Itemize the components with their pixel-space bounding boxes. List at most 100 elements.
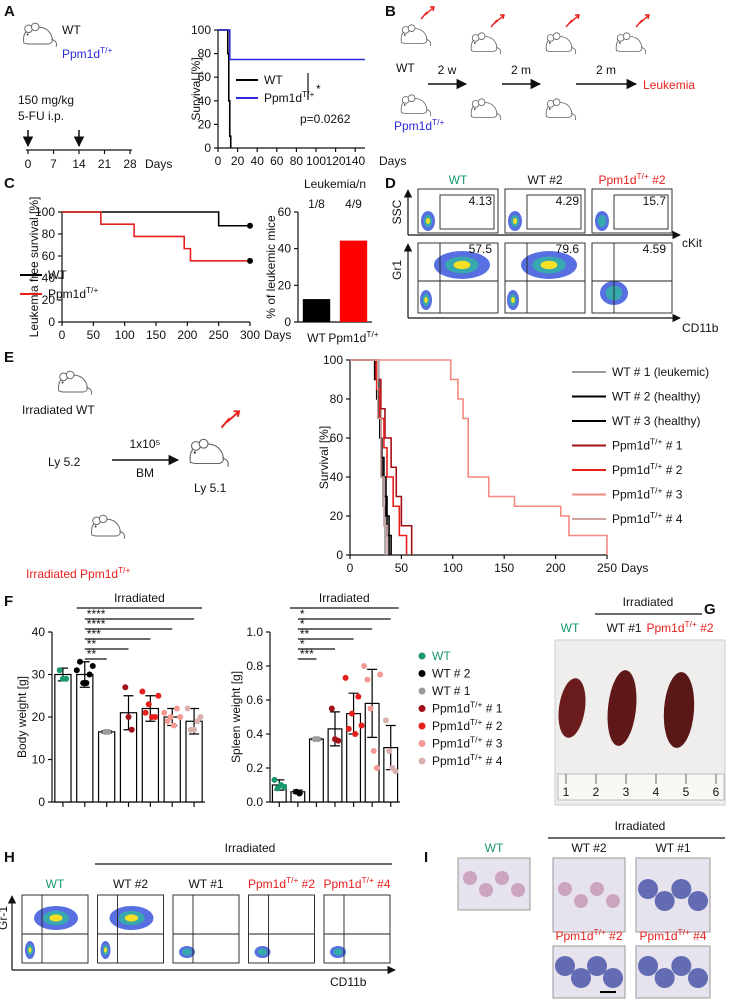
ruler-label: 3 — [623, 785, 630, 799]
column-label: Ppm1dT/+ #2 — [598, 171, 665, 187]
data-point — [386, 748, 393, 754]
legend-label: Ppm1dT/+ # 3 — [432, 735, 503, 751]
significance-label: **** — [87, 617, 106, 631]
legend-label: WT # 2 — [432, 667, 471, 681]
mouse-icon — [189, 438, 229, 468]
axis-label: Gr1 — [390, 260, 404, 280]
marker-label: Ly 5.1 — [194, 481, 227, 495]
y-tick-label: 0.0 — [246, 795, 263, 809]
density-peak — [49, 914, 63, 922]
bar — [302, 299, 331, 322]
survival-curve — [350, 359, 608, 555]
column-label: WT #1 — [655, 841, 690, 855]
marker-label: Ly 5.2 — [48, 455, 81, 469]
gate-percentage: 4.13 — [469, 194, 493, 208]
legend-label: Ppm1dT/+ # 3 — [612, 486, 683, 502]
y-tick-label: 100 — [35, 205, 55, 219]
data-point — [139, 688, 146, 695]
data-point — [370, 748, 377, 754]
value-label: 4/9 — [345, 197, 362, 211]
data-point — [377, 671, 384, 678]
flow-plot — [172, 894, 240, 964]
bar — [141, 707, 160, 803]
gate-percentage: 57.5 — [469, 242, 493, 256]
bar — [97, 731, 116, 803]
chart-title: Leukemia/n — [304, 177, 366, 191]
error-bar — [367, 668, 378, 738]
value-label: 1/8 — [308, 197, 325, 211]
data-point — [167, 714, 174, 720]
data-point — [63, 675, 70, 682]
data-point — [328, 705, 335, 712]
panel-label: I — [424, 849, 428, 866]
mouse-icon — [400, 94, 432, 117]
y-tick-label: 0 — [38, 795, 45, 809]
y-axis-label: Survival [%] — [189, 57, 203, 120]
mouse-icon — [470, 32, 502, 55]
column-label: WT #1 — [606, 621, 641, 635]
legend-label: WT — [264, 73, 283, 87]
group-label: Irradiated — [225, 841, 276, 855]
cell — [606, 894, 620, 908]
data-point — [73, 667, 80, 674]
genotype-label: Ppm1dT/+ — [394, 117, 444, 133]
legend-marker — [418, 687, 426, 695]
data-point — [174, 705, 181, 712]
data-point — [271, 776, 278, 783]
ruler-label: 6 — [713, 785, 720, 799]
y-axis-label: Leukemia free survival [%] — [27, 197, 41, 338]
x-tick-label: 20 — [231, 154, 245, 168]
x-tick-label: 150 — [146, 328, 166, 342]
x-tick-label: 50 — [87, 328, 101, 342]
column-label: WT — [561, 621, 580, 635]
irradiation-icon — [565, 14, 580, 28]
ruler-label: 4 — [653, 785, 660, 799]
x-tick-label: 300 — [240, 328, 260, 342]
legend-label: Ppm1dT/+ # 4 — [612, 510, 683, 526]
x-tick-label: 250 — [597, 561, 617, 575]
x-tick-label: 50 — [395, 561, 409, 575]
legend-label: Ppm1dT/+ — [264, 89, 314, 105]
irradiation-icon — [635, 14, 650, 28]
donor-label: Irradiated Ppm1dT/+ — [26, 565, 131, 581]
data-point — [184, 705, 191, 712]
mouse-icon — [470, 98, 502, 121]
interval-label: 2 m — [596, 63, 616, 77]
panel-h: Irradiated Gr-1 CD11b — [0, 841, 396, 989]
group-label: Irradiated — [319, 591, 370, 605]
y-tick-label: 1.0 — [246, 625, 263, 639]
cell — [671, 956, 692, 976]
gate-percentage: 4.59 — [643, 242, 667, 256]
legend-marker — [418, 740, 426, 747]
y-tick-label: 0.8 — [246, 659, 263, 673]
x-tick-label: 120 — [326, 154, 346, 168]
mouse-icon — [545, 98, 577, 121]
spleen — [607, 670, 637, 746]
irradiation-icon — [420, 6, 435, 20]
data-point — [122, 684, 129, 691]
data-point — [392, 768, 399, 775]
legend-label: WT — [432, 649, 451, 663]
donor-label: Irradiated WT — [22, 403, 95, 417]
bar — [308, 738, 324, 803]
column-label: WT — [46, 877, 65, 891]
legend-label: WT # 1 (leukemic) — [612, 365, 709, 379]
cell — [463, 871, 477, 885]
data-point — [382, 717, 389, 724]
genotype-label: Ppm1dT/+ — [62, 45, 112, 61]
timeline-tick-label: 28 — [123, 157, 137, 171]
x-tick-label: 0 — [215, 154, 222, 168]
panel-label: C — [4, 175, 15, 192]
y-tick-label: 0 — [336, 548, 343, 562]
y-tick-label: 40 — [198, 94, 212, 108]
significance-label: ** — [87, 647, 97, 661]
gate-percentage: 79.6 — [556, 242, 580, 256]
data-point — [367, 705, 374, 712]
group-label: Irradiated — [615, 819, 666, 833]
treatment-label: 150 mg/kg — [18, 93, 74, 107]
dose-label: 1x10⁵ — [130, 437, 161, 451]
irradiation-icon — [220, 410, 241, 429]
x-tick-label: Ppm1dT/+ — [328, 329, 378, 345]
y-tick-label: 0.6 — [246, 693, 263, 707]
genotype-label: WT — [62, 23, 81, 37]
